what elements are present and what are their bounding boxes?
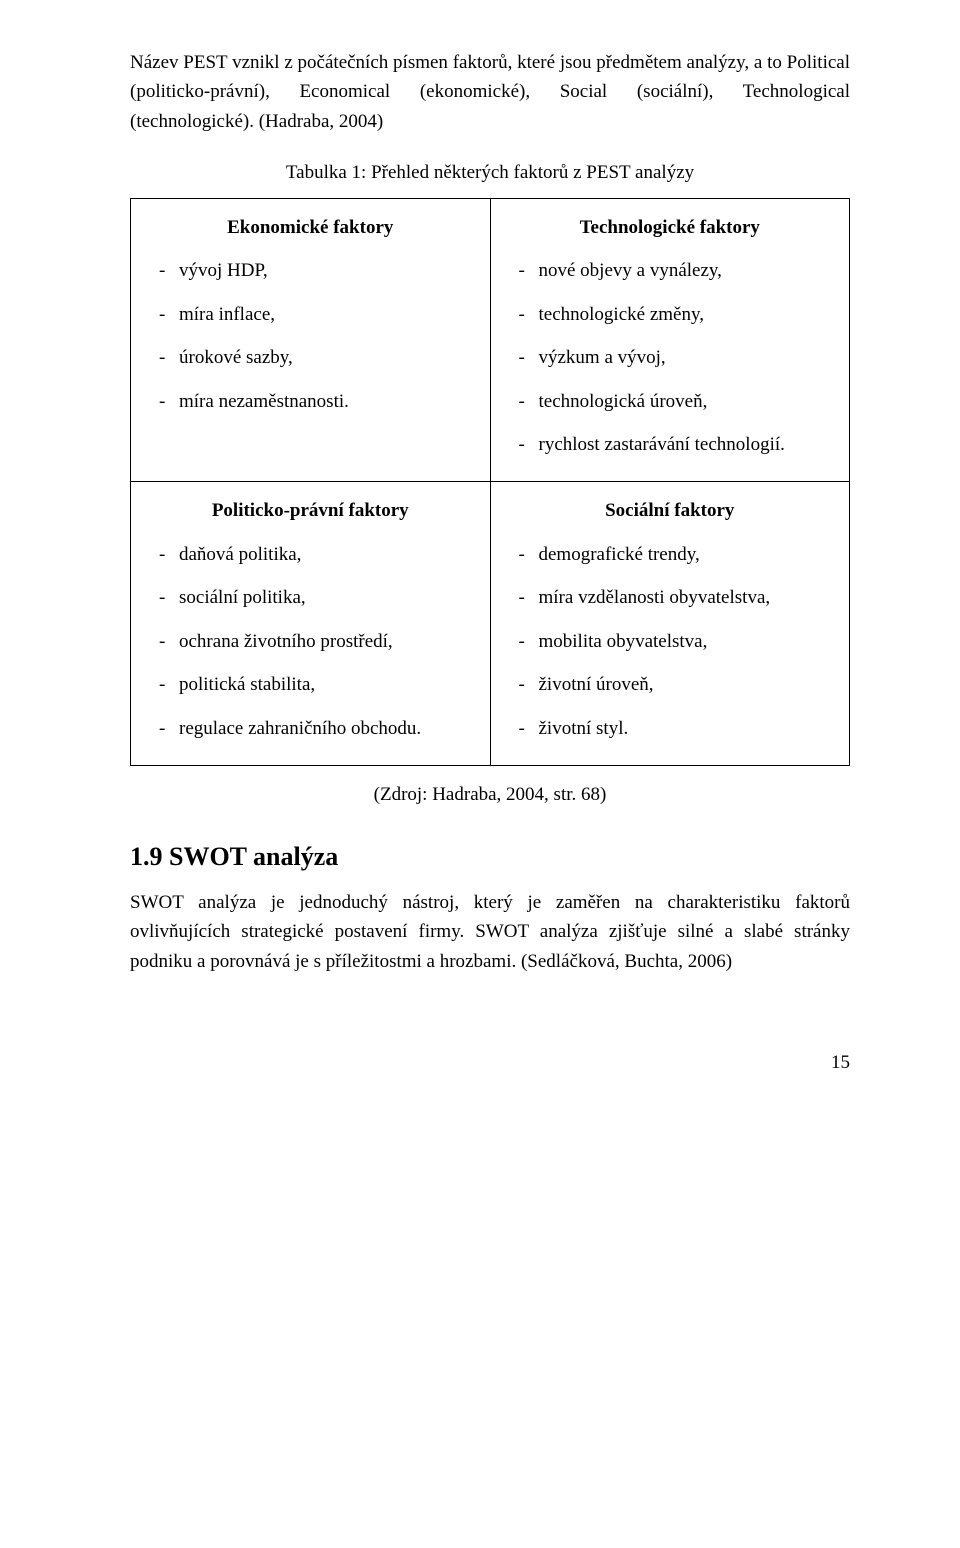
list-item: rychlost zastarávání technologií. bbox=[505, 430, 836, 459]
list-item: výzkum a vývoj, bbox=[505, 343, 836, 372]
list-item: míra inflace, bbox=[145, 300, 476, 329]
cell-heading: Technologické faktory bbox=[505, 213, 836, 242]
page-number: 15 bbox=[130, 1048, 850, 1077]
list-item: míra vzdělanosti obyvatelstva, bbox=[505, 583, 836, 612]
table-cell: Sociální faktory demografické trendy, mí… bbox=[490, 482, 850, 766]
item-list: daňová politika, sociální politika, ochr… bbox=[145, 540, 476, 743]
list-item: demografické trendy, bbox=[505, 540, 836, 569]
list-item: technologické změny, bbox=[505, 300, 836, 329]
table-cell: Politicko-právní faktory daňová politika… bbox=[131, 482, 491, 766]
table-cell: Technologické faktory nové objevy a vyná… bbox=[490, 198, 850, 482]
item-list: vývoj HDP, míra inflace, úrokové sazby, … bbox=[145, 256, 476, 416]
list-item: technologická úroveň, bbox=[505, 387, 836, 416]
list-item: nové objevy a vynálezy, bbox=[505, 256, 836, 285]
section-heading: 1.9 SWOT analýza bbox=[130, 837, 850, 877]
list-item: daňová politika, bbox=[145, 540, 476, 569]
list-item: životní styl. bbox=[505, 714, 836, 743]
item-list: demografické trendy, míra vzdělanosti ob… bbox=[505, 540, 836, 743]
table-source: (Zdroj: Hadraba, 2004, str. 68) bbox=[130, 780, 850, 809]
cell-heading: Politicko-právní faktory bbox=[145, 496, 476, 525]
item-list: nové objevy a vynálezy, technologické zm… bbox=[505, 256, 836, 459]
list-item: životní úroveň, bbox=[505, 670, 836, 699]
list-item: sociální politika, bbox=[145, 583, 476, 612]
list-item: politická stabilita, bbox=[145, 670, 476, 699]
list-item: vývoj HDP, bbox=[145, 256, 476, 285]
table-cell: Ekonomické faktory vývoj HDP, míra infla… bbox=[131, 198, 491, 482]
list-item: úrokové sazby, bbox=[145, 343, 476, 372]
list-item: míra nezaměstnanosti. bbox=[145, 387, 476, 416]
section-paragraph: SWOT analýza je jednoduchý nástroj, kter… bbox=[130, 888, 850, 976]
pest-table: Ekonomické faktory vývoj HDP, míra infla… bbox=[130, 198, 850, 766]
list-item: ochrana životního prostředí, bbox=[145, 627, 476, 656]
list-item: mobilita obyvatelstva, bbox=[505, 627, 836, 656]
cell-heading: Sociální faktory bbox=[505, 496, 836, 525]
cell-heading: Ekonomické faktory bbox=[145, 213, 476, 242]
list-item: regulace zahraničního obchodu. bbox=[145, 714, 476, 743]
table-caption: Tabulka 1: Přehled některých faktorů z P… bbox=[130, 158, 850, 187]
intro-paragraph: Název PEST vznikl z počátečních písmen f… bbox=[130, 48, 850, 136]
